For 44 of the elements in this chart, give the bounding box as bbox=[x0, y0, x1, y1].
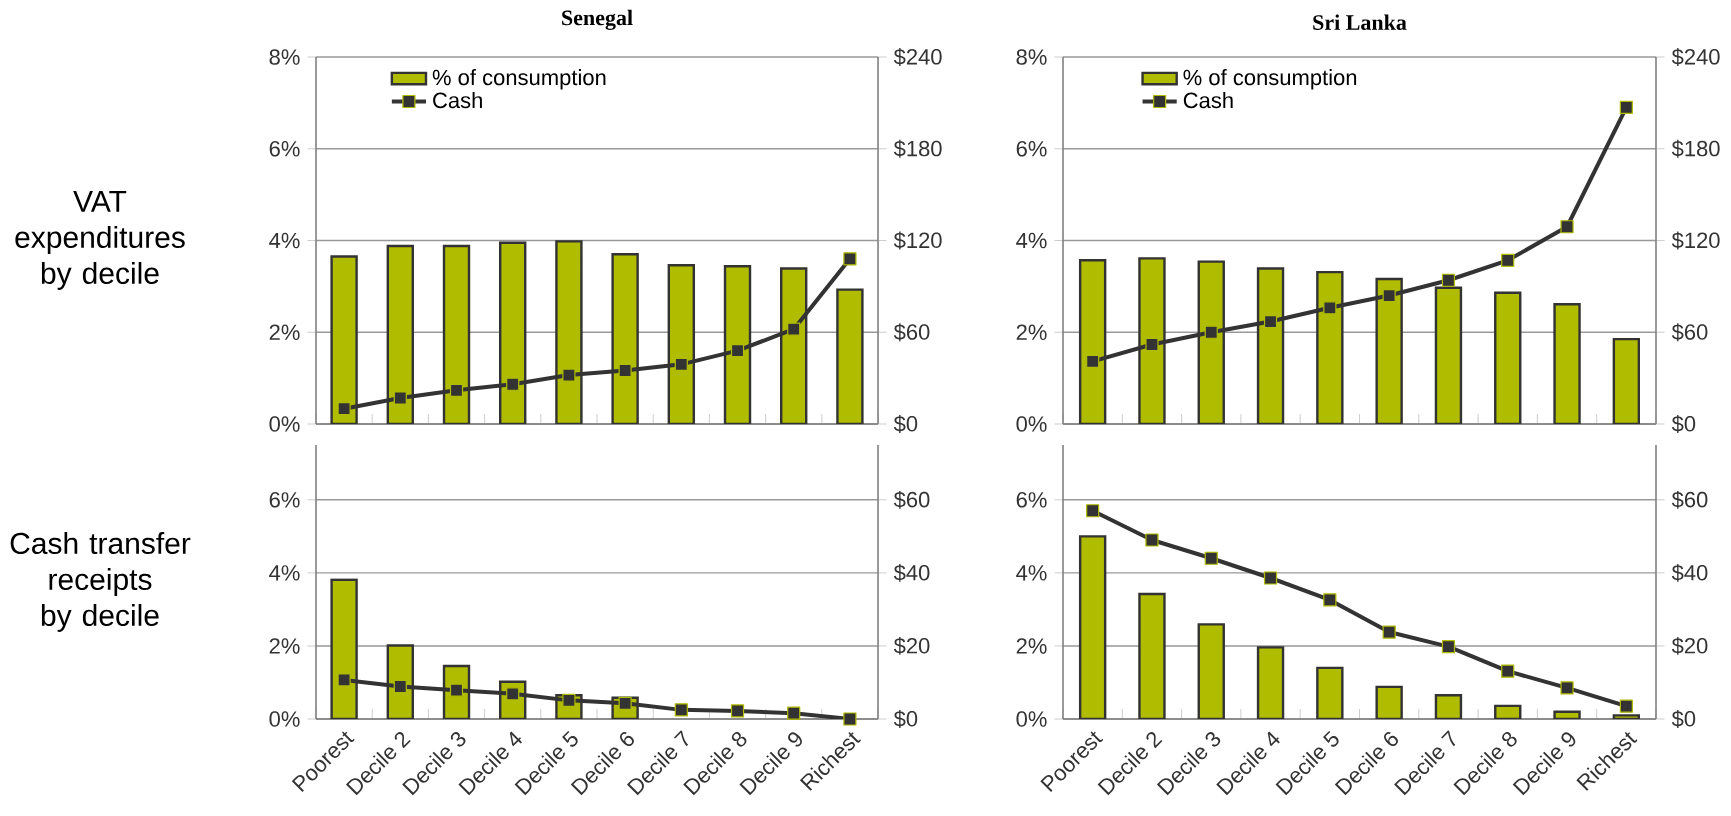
y2-tick-label: $120 bbox=[1671, 231, 1720, 250]
y2-tick-label: $60 bbox=[893, 490, 930, 509]
y-tick-label: 4% bbox=[269, 232, 300, 249]
y2-tick-label: $180 bbox=[1671, 139, 1720, 158]
y-tick-label: 8% bbox=[1016, 49, 1047, 65]
y2-tick-label: $40 bbox=[893, 563, 930, 582]
y2-tick-label: $20 bbox=[1671, 637, 1708, 655]
legend-label: % of consumption bbox=[432, 69, 606, 90]
y2-tick-label: $0 bbox=[1671, 710, 1696, 728]
y-tick-label: 6% bbox=[269, 492, 300, 508]
y-tick-label: 2% bbox=[1016, 638, 1047, 654]
chart-title: Senegal bbox=[562, 9, 633, 30]
y-tick-label: 4% bbox=[1016, 565, 1047, 581]
legend-label: Cash bbox=[1183, 92, 1233, 109]
y2-tick-label: $60 bbox=[893, 323, 930, 342]
y-tick-label: 0% bbox=[1016, 711, 1047, 727]
legend-label: Cash bbox=[433, 92, 482, 109]
y-tick-label: 8% bbox=[269, 49, 300, 65]
y2-tick-label: $0 bbox=[893, 415, 918, 433]
text: VAT expenditures by decile bbox=[15, 191, 185, 290]
legend-label: % of consumption bbox=[1183, 69, 1357, 90]
y-tick-label: 6% bbox=[1016, 140, 1047, 157]
y2-tick-label: $60 bbox=[1671, 323, 1708, 342]
y-tick-label: 2% bbox=[269, 324, 300, 340]
y-tick-label: 4% bbox=[1016, 232, 1047, 249]
y2-tick-label: $40 bbox=[1671, 563, 1708, 582]
y2-tick-label: $240 bbox=[1671, 48, 1720, 66]
y2-tick-label: $0 bbox=[1671, 415, 1696, 433]
y-tick-label: 6% bbox=[269, 140, 300, 157]
y2-tick-label: $0 bbox=[893, 710, 918, 728]
y-tick-label: 0% bbox=[269, 711, 300, 727]
y-tick-label: 0% bbox=[269, 416, 300, 432]
y-tick-label: 6% bbox=[1016, 492, 1047, 508]
y2-tick-label: $60 bbox=[1671, 490, 1708, 509]
y-tick-label: 2% bbox=[269, 638, 300, 654]
y-tick-label: 0% bbox=[1016, 416, 1047, 432]
y2-tick-label: $240 bbox=[893, 48, 942, 66]
text: Cash transfer receipts by decile bbox=[10, 532, 191, 632]
y-tick-label: 4% bbox=[269, 565, 300, 581]
chart-title: Sri Lanka bbox=[1313, 14, 1407, 30]
y2-tick-label: $120 bbox=[893, 231, 942, 250]
y2-tick-label: $20 bbox=[893, 637, 930, 655]
y2-tick-label: $180 bbox=[893, 139, 942, 158]
y-tick-label: 2% bbox=[1016, 324, 1047, 340]
